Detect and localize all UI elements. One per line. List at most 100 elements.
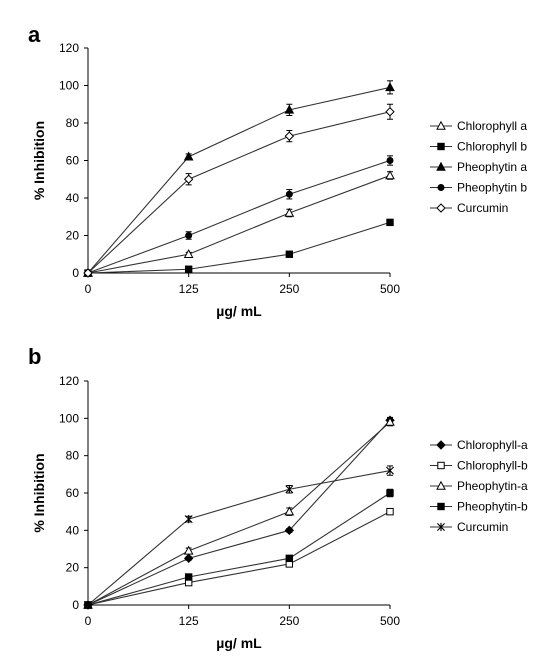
x-tick-label: 125 xyxy=(179,282,199,296)
series-line xyxy=(87,221,391,274)
x-tick-label: 250 xyxy=(279,282,299,296)
legend-marker xyxy=(436,120,446,130)
data-point xyxy=(386,218,394,227)
series-line xyxy=(87,470,391,606)
y-tick-label: 60 xyxy=(66,154,80,168)
data-point xyxy=(386,157,394,164)
y-tick-label: 40 xyxy=(66,523,80,537)
legend-entry: Pheophytin-b xyxy=(430,500,528,514)
y-tick-label: 0 xyxy=(72,598,79,612)
legend-marker xyxy=(437,502,445,511)
series-4 xyxy=(84,488,394,609)
data-point xyxy=(285,190,293,198)
data-point xyxy=(285,485,294,494)
legend-label: Chlorophyll a xyxy=(457,119,527,133)
legend-marker xyxy=(437,142,445,151)
legend-label: Pheophytin b xyxy=(457,181,527,195)
y-tick-label: 80 xyxy=(66,116,80,130)
legend-entry: Pheophytin a xyxy=(430,160,527,174)
series-1 xyxy=(83,415,395,610)
x-axis-label: µg/ mL xyxy=(216,635,262,651)
data-point xyxy=(183,553,194,564)
legend-label: Chlorophyll-a xyxy=(457,438,528,452)
x-tick-label: 0 xyxy=(85,614,92,628)
data-point xyxy=(284,525,295,536)
series-1 xyxy=(83,170,395,277)
series-2 xyxy=(84,218,394,277)
data-point xyxy=(386,507,394,516)
chart-panel-a: a 0 20 40 60 80 100 120 0 125 250 500 µg/ mL % Inhibi… xyxy=(28,22,527,319)
data-point xyxy=(284,506,295,516)
series-5 xyxy=(83,103,395,278)
series-5 xyxy=(84,465,394,610)
x-tick-label: 500 xyxy=(380,614,400,628)
y-tick-label: 100 xyxy=(59,79,79,93)
data-point xyxy=(284,207,295,217)
legend-entry: Pheophytin b xyxy=(430,181,527,195)
legend-marker xyxy=(436,480,446,490)
y-tick-label: 80 xyxy=(66,449,80,463)
y-axis-label: % Inhibition xyxy=(31,453,47,532)
legend-label: Chlorophyll b xyxy=(457,140,527,154)
series-line xyxy=(87,174,391,274)
y-tick-label: 20 xyxy=(66,229,80,243)
x-tick-label: 125 xyxy=(179,614,199,628)
series-line xyxy=(87,492,391,606)
data-point xyxy=(385,416,395,426)
x-tick-label: 500 xyxy=(380,282,400,296)
legend-entry: Curcumin xyxy=(430,201,508,215)
legend-label: Pheophytin-a xyxy=(457,479,528,493)
legend-label: Pheophytin-b xyxy=(457,500,528,514)
legend-entry: Chlorophyll-a xyxy=(430,438,528,452)
series-line xyxy=(87,511,391,606)
data-point xyxy=(84,600,92,610)
data-point xyxy=(284,104,295,114)
legend-marker xyxy=(437,522,445,532)
data-point xyxy=(184,265,193,273)
legend-marker xyxy=(436,440,446,450)
legend-entry: Chlorophyll a xyxy=(430,119,527,133)
y-tick-label: 120 xyxy=(59,374,79,388)
data-point xyxy=(183,248,194,258)
chart-panel-b: b 0 20 40 60 80 100 120 0 125 250 500 µg/ mL % Inhibi… xyxy=(28,344,528,651)
legend-entry: Pheophytin-a xyxy=(430,479,528,493)
series-line xyxy=(87,111,391,274)
series-3 xyxy=(83,80,395,277)
series-line xyxy=(87,421,391,606)
y-tick-label: 100 xyxy=(59,411,79,425)
data-point xyxy=(185,232,193,239)
y-tick-label: 20 xyxy=(66,561,80,575)
x-axis-label: µg/ mL xyxy=(216,303,262,319)
x-tick-label: 0 xyxy=(85,282,92,296)
series-line xyxy=(87,159,391,274)
series-3 xyxy=(83,416,395,609)
y-tick-label: 40 xyxy=(66,191,80,205)
data-point xyxy=(184,515,193,524)
data-point xyxy=(285,250,294,258)
legend-label: Curcumin xyxy=(457,201,508,215)
data-point xyxy=(183,174,194,184)
legend-entry: Chlorophyll b xyxy=(430,140,527,154)
y-axis-label: % Inhibition xyxy=(31,121,47,200)
data-point xyxy=(285,554,294,563)
legend-label: Chlorophyll-b xyxy=(457,459,528,473)
legend-label: Curcumin xyxy=(457,520,508,534)
legend-marker xyxy=(436,203,446,213)
y-tick-label: 120 xyxy=(59,41,79,55)
x-tick-label: 250 xyxy=(279,614,299,628)
legend-marker xyxy=(437,184,445,191)
data-point xyxy=(385,107,395,117)
data-point xyxy=(83,268,93,278)
panel-letter: a xyxy=(28,22,41,47)
data-point xyxy=(183,151,194,161)
data-point xyxy=(386,466,394,475)
series-4 xyxy=(84,155,394,277)
series-2 xyxy=(84,507,394,609)
data-point xyxy=(184,573,193,581)
series-line xyxy=(87,86,391,274)
data-point xyxy=(386,489,394,497)
legend-entry: Curcumin xyxy=(430,520,508,534)
panel-letter: b xyxy=(28,344,41,369)
